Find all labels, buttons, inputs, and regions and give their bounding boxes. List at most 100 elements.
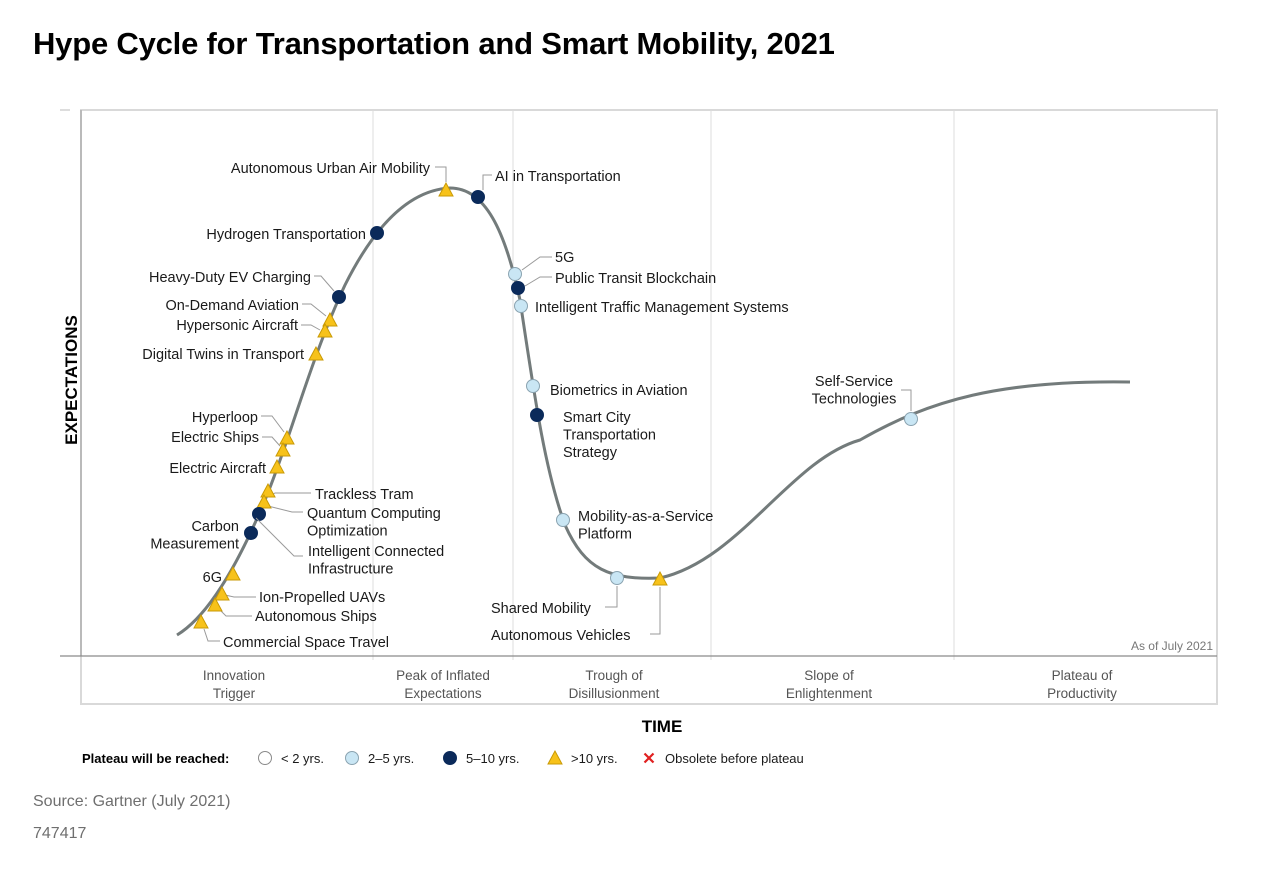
phase-label-4: Productivity bbox=[1047, 686, 1117, 701]
as-of-note: As of July 2021 bbox=[1131, 639, 1213, 653]
legend-label: 2–5 yrs. bbox=[368, 751, 414, 766]
heavy-duty-ev-charging-marker bbox=[332, 290, 346, 304]
x-axis-label: TIME bbox=[642, 717, 683, 736]
legend-label: Obsolete before plateau bbox=[665, 751, 804, 766]
quantum-computing-optimization-label: Quantum Computing Optimization bbox=[307, 506, 441, 540]
legend-marker-obsolete-before-plateau bbox=[641, 750, 657, 766]
ion-propelled-uavs-label: Ion-Propelled UAVs bbox=[259, 590, 385, 606]
phase-label-2: Disillusionment bbox=[569, 686, 660, 701]
hyperloop-leader-line bbox=[261, 415, 285, 433]
phase-label-1: Peak of Inflated bbox=[396, 668, 490, 683]
autonomous-vehicles-leader-line bbox=[650, 587, 661, 635]
hydrogen-transportation-label: Hydrogen Transportation bbox=[206, 227, 366, 243]
public-transit-blockchain-leader-line bbox=[524, 276, 552, 287]
phase-dividers bbox=[372, 110, 955, 660]
6g-marker bbox=[225, 565, 241, 581]
electric-ships-marker bbox=[275, 441, 291, 457]
ai-in-transportation-leader-line bbox=[482, 174, 492, 190]
phase-label-2: Trough of bbox=[585, 668, 643, 683]
autonomous-ships-marker bbox=[207, 596, 223, 612]
public-transit-blockchain-label: Public Transit Blockchain bbox=[555, 271, 716, 287]
self-service-technologies-leader-line bbox=[901, 389, 912, 411]
ion-propelled-uavs-leader-line bbox=[224, 594, 256, 598]
ai-in-transportation-label: AI in Transportation bbox=[495, 169, 621, 185]
phase-label-3: Enlightenment bbox=[786, 686, 873, 701]
intelligent-connected-infrastructure-leader-line bbox=[255, 517, 303, 557]
chart-frame bbox=[80, 109, 1218, 705]
phase-label-1: Expectations bbox=[404, 686, 482, 701]
shared-mobility-leader-line bbox=[605, 586, 618, 608]
autonomous-ships-label: Autonomous Ships bbox=[255, 609, 377, 625]
legend-item-10-yrs: >10 yrs. bbox=[547, 749, 618, 766]
6g-label: 6G bbox=[203, 570, 222, 586]
carbon-measurement-label: Carbon Measurement bbox=[150, 519, 239, 553]
hyperloop-marker bbox=[279, 429, 295, 445]
digital-twins-in-transport-label: Digital Twins in Transport bbox=[142, 347, 304, 363]
carbon-measurement-marker bbox=[252, 507, 266, 521]
biometrics-in-aviation-marker bbox=[526, 379, 540, 393]
legend-item-2-5-yrs: 2–5 yrs. bbox=[345, 751, 414, 766]
hyperloop-label: Hyperloop bbox=[192, 410, 258, 426]
trackless-tram-marker bbox=[260, 482, 276, 498]
quantum-computing-optimization-marker bbox=[256, 493, 272, 509]
mobility-as-a-service-platform-marker bbox=[556, 513, 570, 527]
commercial-space-travel-label: Commercial Space Travel bbox=[223, 635, 389, 651]
heavy-duty-ev-charging-leader-line bbox=[314, 275, 335, 292]
autonomous-vehicles-marker bbox=[652, 570, 668, 586]
legend-label: >10 yrs. bbox=[571, 751, 618, 766]
hypersonic-aircraft-marker bbox=[317, 322, 333, 338]
on-demand-aviation-marker bbox=[322, 311, 338, 327]
intelligent-connected-infrastructure-label: Intelligent Connected Infrastructure bbox=[308, 544, 444, 578]
public-transit-blockchain-marker bbox=[511, 281, 525, 295]
source-note: Source: Gartner (July 2021) bbox=[33, 793, 231, 810]
intelligent-traffic-management-systems-marker bbox=[514, 299, 528, 313]
smart-city-transportation-strategy-marker bbox=[530, 408, 544, 422]
legend-title: Plateau will be reached: bbox=[82, 751, 229, 766]
5g-leader-line bbox=[521, 256, 552, 271]
ai-in-transportation-marker bbox=[471, 190, 485, 204]
electric-ships-leader-line bbox=[262, 436, 281, 447]
electric-aircraft-marker bbox=[269, 458, 285, 474]
page-title: Hype Cycle for Transportation and Smart … bbox=[33, 26, 835, 61]
hype-curve bbox=[176, 186, 1131, 637]
legend-marker-2-5-yrs bbox=[345, 751, 359, 765]
electric-aircraft-label: Electric Aircraft bbox=[169, 461, 266, 477]
hypersonic-aircraft-leader-line bbox=[301, 324, 321, 331]
shared-mobility-label: Shared Mobility bbox=[491, 601, 592, 617]
autonomous-urban-air-mobility-leader-line bbox=[435, 166, 447, 182]
intelligent-traffic-management-systems-label: Intelligent Traffic Management Systems bbox=[535, 300, 789, 316]
trackless-tram-label: Trackless Tram bbox=[315, 487, 414, 503]
heavy-duty-ev-charging-label: Heavy-Duty EV Charging bbox=[149, 270, 311, 286]
technology-markers: Autonomous Urban Air Mobility AI in Trans… bbox=[142, 161, 918, 651]
legend: Plateau will be reached: < 2 yrs. 2–5 yrs.… bbox=[82, 749, 804, 766]
self-service-technologies-marker bbox=[904, 412, 918, 426]
legend-marker-2-yrs bbox=[258, 751, 272, 765]
5g-marker bbox=[508, 267, 522, 281]
digital-twins-in-transport-marker bbox=[308, 345, 324, 361]
mobility-as-a-service-platform-label: Mobility-as-a-Service Platform bbox=[578, 509, 713, 543]
autonomous-urban-air-mobility-marker bbox=[438, 181, 454, 197]
5g-label: 5G bbox=[555, 250, 574, 266]
self-service-technologies-label: Self-Service Technologies bbox=[812, 374, 897, 408]
quantum-computing-optimization-leader-line bbox=[267, 505, 303, 513]
legend-item-obsolete-before-plateau: Obsolete before plateau bbox=[641, 750, 804, 766]
electric-ships-label: Electric Ships bbox=[171, 430, 259, 446]
autonomous-urban-air-mobility-label: Autonomous Urban Air Mobility bbox=[231, 161, 431, 177]
hypersonic-aircraft-label: Hypersonic Aircraft bbox=[176, 318, 298, 334]
on-demand-aviation-leader-line bbox=[302, 303, 327, 317]
autonomous-vehicles-label: Autonomous Vehicles bbox=[491, 628, 630, 644]
legend-marker-5-10-yrs bbox=[443, 751, 457, 765]
legend-label: < 2 yrs. bbox=[281, 751, 324, 766]
commercial-space-travel-marker bbox=[193, 613, 209, 629]
legend-item-5-10-yrs: 5–10 yrs. bbox=[443, 751, 519, 766]
phase-label-4: Plateau of bbox=[1052, 668, 1113, 683]
legend-item-2-yrs: < 2 yrs. bbox=[258, 751, 324, 766]
phase-labels: Innovation Trigger Peak of Inflated Expecta… bbox=[203, 668, 1117, 701]
on-demand-aviation-label: On-Demand Aviation bbox=[165, 298, 299, 314]
legend-label: 5–10 yrs. bbox=[466, 751, 519, 766]
phase-label-3: Slope of bbox=[804, 668, 854, 683]
commercial-space-travel-leader-line bbox=[203, 628, 220, 642]
smart-city-transportation-strategy-label: Smart City Transportation Strategy bbox=[563, 410, 656, 461]
biometrics-in-aviation-label: Biometrics in Aviation bbox=[550, 383, 688, 399]
